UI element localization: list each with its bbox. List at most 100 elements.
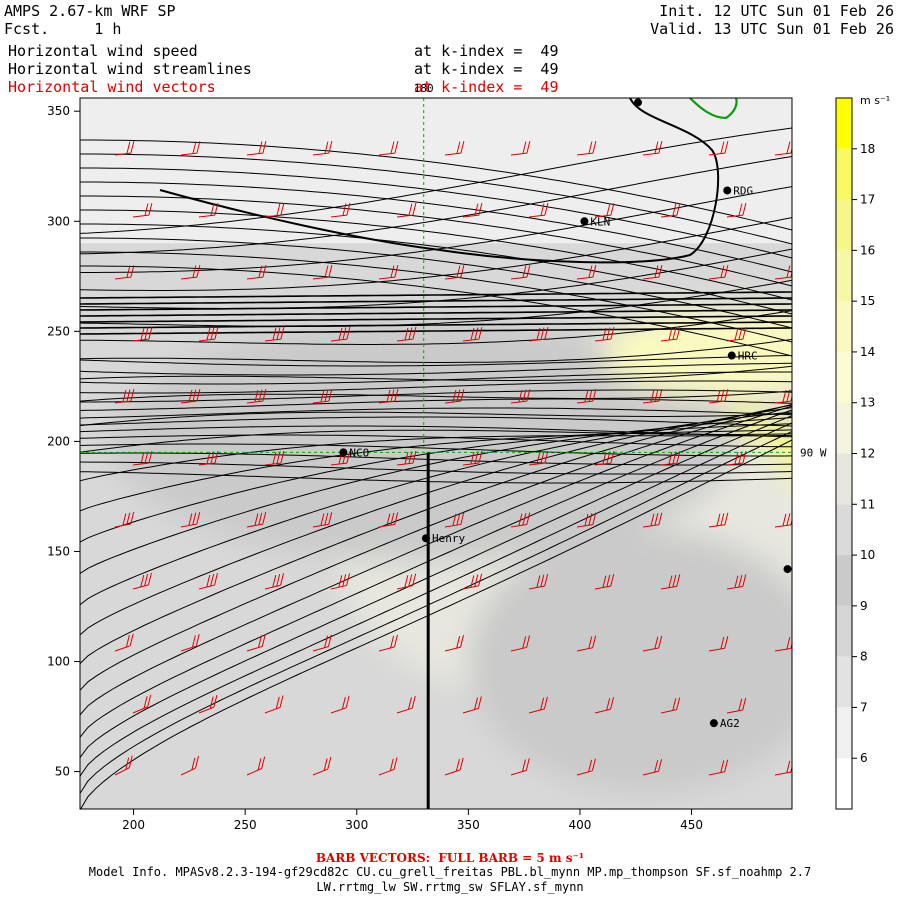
wind-barb-flag	[456, 141, 461, 154]
wind-barb-shaft	[642, 152, 659, 156]
wind-barb-flag	[544, 573, 549, 587]
wind-barb-shaft	[576, 276, 593, 280]
wind-barb-flag	[280, 202, 285, 216]
wind-barb-flag	[724, 388, 729, 402]
wind-barb-shaft	[114, 152, 131, 156]
wind-barb-flag	[742, 202, 747, 216]
wind-barb-flag	[786, 513, 791, 526]
wind-barb-flag	[477, 696, 482, 709]
wind-barb-flag	[592, 140, 597, 154]
wind-barb-flag	[544, 326, 549, 340]
wind-barb-flag	[404, 327, 409, 341]
wind-barb-shaft	[114, 645, 131, 652]
colorbar-tick-label: 16	[860, 243, 875, 257]
wind-barb-flag	[724, 512, 729, 525]
wind-barb-flag	[786, 389, 791, 402]
wind-barb-flag	[588, 141, 593, 154]
wind-barb-shaft	[396, 214, 413, 218]
wind-barb-flag	[206, 327, 211, 341]
wind-barb-flag	[191, 757, 196, 771]
speed-contour	[468, 529, 792, 794]
wind-barb-shaft	[378, 646, 395, 652]
wind-barb-flag	[543, 696, 548, 710]
colorbar-tick-label: 15	[860, 294, 875, 308]
wind-barb-flag	[258, 265, 263, 278]
wind-barb-flag	[654, 513, 659, 526]
station-label: RDG	[733, 184, 753, 197]
wind-barb-shaft	[180, 276, 197, 280]
wind-barb-flag	[540, 574, 545, 587]
wind-barb-flag	[327, 634, 332, 647]
wind-barb-shaft	[708, 771, 725, 776]
wind-barb-flag	[194, 756, 199, 769]
wind-barb-flag	[526, 264, 531, 278]
wind-barb-flag	[786, 637, 791, 650]
wind-barb-flag	[390, 389, 395, 402]
wind-barb-flag	[592, 512, 597, 525]
wind-barb-flag	[592, 264, 597, 278]
wind-barb-flag	[210, 327, 215, 340]
streamline	[80, 139, 792, 231]
wind-barb-flag	[213, 694, 218, 708]
wind-barb-shaft	[198, 584, 215, 590]
wind-barb-flag	[734, 327, 739, 341]
wind-barb-flag	[144, 203, 149, 216]
y-tick-label: 50	[55, 765, 70, 779]
wind-barb-flag	[412, 573, 417, 586]
wind-barb-flag	[790, 641, 792, 649]
wind-barb-flag	[412, 326, 417, 340]
model-info-line2: LW.rrtmg_lw SW.rrtmg_sw SFLAY.sf_mynn	[316, 880, 584, 894]
wind-barb-shaft	[576, 770, 593, 776]
wind-barb-shaft	[312, 646, 329, 652]
wind-barb-flag	[324, 265, 329, 278]
wind-barb-flag	[196, 264, 201, 278]
wind-barb-shaft	[444, 152, 461, 156]
wind-barb-flag	[122, 513, 127, 526]
wind-barb-flag	[786, 141, 791, 154]
wind-barb-flag	[654, 265, 659, 278]
wind-barb-flag	[196, 388, 201, 402]
streamline	[80, 422, 792, 777]
wind-barb-flag	[272, 575, 277, 588]
wind-barb-flag	[324, 389, 329, 402]
wind-barb-flag	[526, 140, 531, 154]
wind-barb-shaft	[246, 768, 262, 776]
wind-barb-flag	[588, 636, 593, 649]
valid-time: Valid. 13 UTC Sun 01 Feb 26	[650, 20, 894, 38]
wind-barb-shaft	[594, 708, 611, 714]
wind-barb-shaft	[462, 214, 479, 218]
wind-barb-flag	[790, 146, 792, 154]
wind-barb-flag	[672, 698, 677, 711]
wind-barb-flag	[540, 697, 545, 711]
speed-field-calm	[80, 98, 792, 244]
wind-barb-flag	[526, 512, 531, 525]
wind-barb-flag	[411, 696, 416, 709]
wind-barb-flag	[456, 635, 461, 649]
wind-barb-flag	[672, 203, 677, 216]
streamline	[80, 371, 792, 385]
wind-barb-flag	[262, 140, 267, 154]
wind-barb-flag	[716, 513, 721, 527]
wind-barb-flag	[125, 634, 130, 648]
station-marker	[709, 719, 718, 728]
field-name: Horizontal wind vectors	[8, 78, 216, 96]
wind-barb-flag	[676, 450, 681, 464]
station-label: HRC	[738, 350, 758, 363]
wind-barb-flag	[144, 451, 149, 464]
wind-barb-flag	[129, 633, 134, 646]
wind-barb-shaft	[708, 152, 725, 156]
wind-barb-flag	[610, 326, 615, 340]
wind-barb-shaft	[264, 584, 281, 590]
wind-barb-flag	[130, 388, 135, 402]
streamline	[80, 181, 792, 273]
wind-barb-flag	[658, 635, 663, 649]
wind-barb-flag	[742, 450, 747, 464]
station-label: NCO	[349, 446, 369, 459]
wind-barb-flag	[126, 512, 131, 525]
wind-barb-flag	[390, 141, 395, 154]
wind-barb-flag	[258, 512, 263, 525]
station-marker	[421, 534, 430, 543]
wind-barb-shaft	[510, 152, 527, 156]
wind-barb-flag	[676, 697, 681, 710]
streamline	[80, 417, 792, 574]
